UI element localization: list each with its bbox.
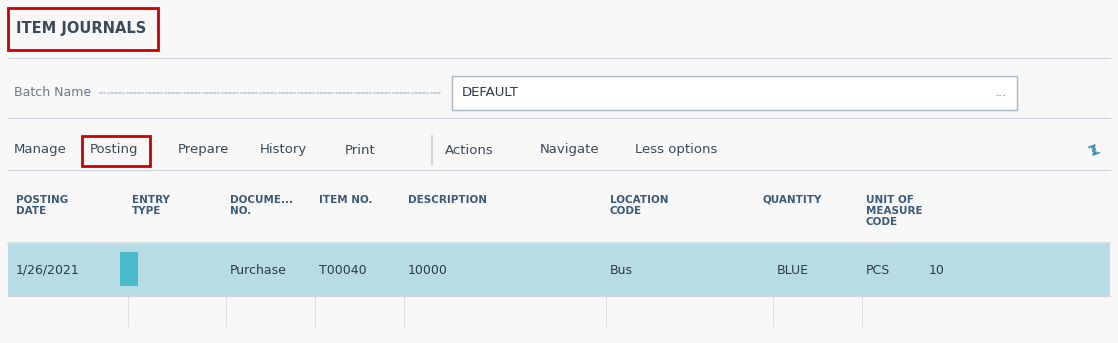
- Text: Navigate: Navigate: [540, 143, 599, 156]
- Text: CODE: CODE: [610, 206, 642, 216]
- Text: LOCATION: LOCATION: [610, 195, 669, 205]
- Text: Bus: Bus: [610, 263, 633, 276]
- Text: Posting: Posting: [91, 143, 139, 156]
- Text: NO.: NO.: [230, 206, 252, 216]
- Bar: [82, 136, 150, 166]
- Text: CODE: CODE: [866, 217, 898, 227]
- Text: Prepare: Prepare: [178, 143, 229, 156]
- Text: 1/26/2021: 1/26/2021: [16, 263, 79, 276]
- Text: DEFAULT: DEFAULT: [462, 86, 519, 99]
- Text: T00040: T00040: [319, 263, 367, 276]
- Text: MEASURE: MEASURE: [866, 206, 922, 216]
- Text: ITEM NO.: ITEM NO.: [319, 195, 372, 205]
- Text: Print: Print: [345, 143, 376, 156]
- Text: UNIT OF: UNIT OF: [866, 195, 913, 205]
- Text: Actions: Actions: [445, 143, 494, 156]
- Bar: [8, 8, 158, 50]
- Bar: [452, 76, 1017, 110]
- Text: DATE: DATE: [16, 206, 46, 216]
- Text: DOCUME...: DOCUME...: [230, 195, 293, 205]
- Text: Batch Name: Batch Name: [15, 86, 92, 99]
- Text: Manage: Manage: [15, 143, 67, 156]
- Text: Purchase: Purchase: [230, 263, 287, 276]
- Bar: [120, 252, 138, 286]
- Text: TYPE: TYPE: [132, 206, 161, 216]
- Text: BLUE: BLUE: [777, 263, 809, 276]
- Text: 10000: 10000: [408, 263, 448, 276]
- Text: QUANTITY: QUANTITY: [762, 195, 822, 205]
- Text: PCS: PCS: [866, 263, 890, 276]
- Text: POSTING: POSTING: [16, 195, 68, 205]
- Text: Less options: Less options: [635, 143, 718, 156]
- Bar: [8, 244, 1110, 296]
- Text: 10: 10: [929, 263, 945, 276]
- Text: History: History: [260, 143, 307, 156]
- Text: ...: ...: [995, 86, 1007, 99]
- Text: ENTRY: ENTRY: [132, 195, 170, 205]
- Text: DESCRIPTION: DESCRIPTION: [408, 195, 487, 205]
- Text: ITEM JOURNALS: ITEM JOURNALS: [16, 22, 146, 36]
